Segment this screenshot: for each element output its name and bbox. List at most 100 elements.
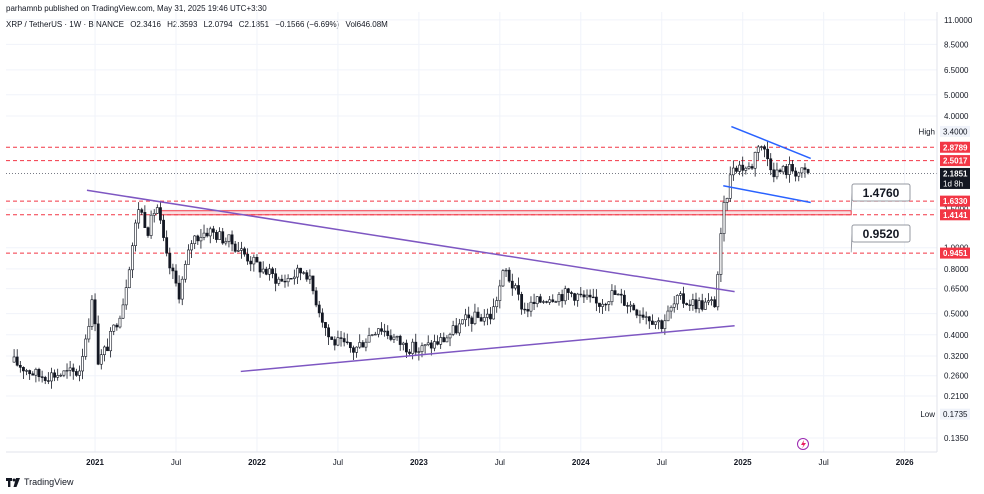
candle-body: [62, 370, 66, 376]
candle-body: [570, 292, 573, 294]
symbol-name[interactable]: XRP / TetherUS · 1W · BINANCE: [6, 20, 124, 29]
candle-body: [797, 172, 801, 177]
candle-body: [190, 243, 193, 251]
candle-body: [682, 293, 685, 304]
candle-body: [90, 299, 94, 327]
candle-body: [364, 341, 368, 348]
candle-body: [722, 202, 726, 234]
price-label: 0.1735: [943, 410, 968, 419]
footer-brand[interactable]: TradingView: [6, 477, 74, 487]
candle-body: [747, 166, 751, 169]
candle-body: [423, 344, 427, 347]
candle-body: [383, 330, 387, 333]
candle-body: [716, 274, 720, 308]
candle-body: [40, 376, 44, 378]
candle-body: [638, 314, 642, 317]
candle-body: [215, 232, 218, 240]
candle-body: [146, 227, 150, 236]
candle-body: [657, 320, 661, 323]
candle-body: [588, 294, 592, 298]
candle-body: [389, 335, 393, 340]
candle-body: [436, 341, 439, 345]
candle-body: [87, 326, 91, 340]
candle-body: [772, 169, 776, 178]
price-label: 0.9451: [943, 249, 968, 258]
candle-body: [305, 272, 309, 280]
candle-body: [401, 342, 405, 345]
x-tick-label: Jul: [171, 458, 181, 467]
price-label-tag: High: [919, 127, 935, 136]
triangle-trendline[interactable]: [86, 189, 735, 293]
candle-body: [775, 169, 779, 178]
candle-body: [756, 146, 760, 153]
candle-body: [299, 267, 302, 274]
channel-trendline[interactable]: [723, 185, 811, 204]
candle-body: [479, 317, 483, 322]
x-tick-label: Jul: [819, 458, 829, 467]
callout-box[interactable]: [851, 183, 911, 202]
candle-body: [199, 237, 203, 242]
candle-body: [492, 306, 496, 320]
candle-body: [264, 268, 268, 275]
candle-body: [703, 301, 707, 310]
x-tick-label: Jul: [333, 458, 343, 467]
y-tick-label: 0.6500: [944, 285, 969, 294]
candle-body: [663, 320, 667, 329]
candle-body: [159, 207, 162, 221]
candle-body: [485, 313, 489, 318]
y-tick-label: 0.3200: [944, 352, 969, 361]
candle-body: [127, 269, 131, 288]
candle-body: [417, 351, 421, 353]
candle-body: [601, 303, 604, 307]
candle-body: [152, 213, 156, 216]
candle-body: [289, 278, 293, 280]
candle-body: [629, 304, 633, 307]
candle-body: [563, 288, 567, 302]
candle-body: [554, 301, 558, 303]
x-tick-label: Jul: [657, 458, 667, 467]
y-tick-label: 0.1350: [944, 434, 969, 443]
price-label: 1.6330: [943, 197, 968, 206]
candle-body: [93, 299, 97, 325]
candle-body: [545, 301, 548, 303]
candle-body: [162, 219, 165, 238]
candle-body: [224, 241, 228, 244]
candle-body: [78, 370, 81, 376]
candle-body: [619, 293, 623, 296]
candle-body: [361, 342, 365, 348]
candle-body: [523, 308, 527, 311]
candle-body: [753, 152, 757, 169]
candle-body: [607, 301, 611, 305]
candle-body: [529, 301, 533, 312]
candle-body: [763, 146, 766, 150]
candle-body: [99, 354, 103, 365]
channel-trendline[interactable]: [731, 125, 811, 160]
candle-body: [457, 323, 461, 334]
candle-body: [84, 338, 88, 357]
triangle-trendline[interactable]: [240, 324, 735, 373]
y-tick-label: 11.0000: [944, 16, 973, 25]
candle-body: [582, 294, 586, 298]
support-zone[interactable]: [159, 210, 852, 216]
x-tick-label: 2026: [896, 458, 914, 467]
candle-body: [644, 316, 648, 318]
candle-body: [464, 314, 467, 321]
candle-body: [124, 287, 128, 306]
candle-body: [314, 290, 318, 306]
candle-body: [510, 280, 514, 289]
candle-body: [489, 313, 492, 320]
candle-body: [96, 323, 100, 365]
publisher-line: parhamnb published on TradingView.com, M…: [6, 4, 267, 13]
candle-body: [56, 375, 60, 378]
candle-body: [679, 293, 682, 296]
candle-body: [411, 341, 415, 354]
candle-body: [613, 290, 617, 295]
tradingview-logo-icon: [6, 477, 20, 487]
candle-body: [243, 248, 246, 255]
y-tick-label: 0.4000: [944, 331, 969, 340]
candle-body: [467, 314, 471, 319]
candle-body: [744, 167, 748, 171]
callout-box[interactable]: [851, 224, 911, 243]
